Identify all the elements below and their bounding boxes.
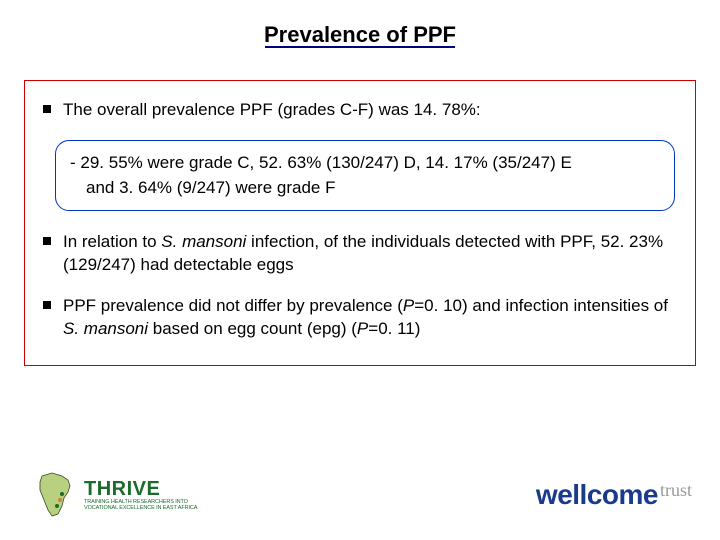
b2-it1: S. mansoni bbox=[161, 232, 246, 251]
b2-pre: In relation to bbox=[63, 232, 161, 251]
b3-mid1: =0. 10) and infection intensities of bbox=[414, 296, 668, 315]
bullet-3: PPF prevalence did not differ by prevale… bbox=[37, 295, 683, 341]
title-underline bbox=[265, 46, 455, 48]
bullet-square-icon bbox=[43, 237, 51, 245]
b3-it1: P bbox=[403, 296, 414, 315]
content-box: The overall prevalence PPF (grades C-F) … bbox=[24, 80, 696, 366]
thrive-text: THRIVE TRAINING HEALTH RESEARCHERS INTO … bbox=[84, 479, 197, 512]
logo-row: THRIVE TRAINING HEALTH RESEARCHERS INTO … bbox=[0, 462, 720, 528]
callout-line-1: - 29. 55% were grade C, 52. 63% (130/247… bbox=[70, 151, 660, 176]
bullet-2: In relation to S. mansoni infection, of … bbox=[37, 231, 683, 277]
b3-it3: P bbox=[357, 319, 368, 338]
thrive-word: THRIVE bbox=[84, 479, 197, 499]
bullet-1-text: The overall prevalence PPF (grades C-F) … bbox=[63, 99, 481, 122]
callout-line-2: and 3. 64% (9/247) were grade F bbox=[70, 176, 660, 201]
africa-icon bbox=[34, 470, 78, 520]
slide-title: Prevalence of PPF bbox=[0, 0, 720, 52]
bullet-2-text: In relation to S. mansoni infection, of … bbox=[63, 231, 683, 277]
thrive-logo: THRIVE TRAINING HEALTH RESEARCHERS INTO … bbox=[34, 470, 197, 520]
bullet-3-text: PPF prevalence did not differ by prevale… bbox=[63, 295, 683, 341]
bullet-1: The overall prevalence PPF (grades C-F) … bbox=[37, 99, 683, 122]
b3-end: =0. 11) bbox=[368, 319, 420, 338]
b3-mid2: based on egg count (epg) ( bbox=[153, 319, 357, 338]
bullet-square-icon bbox=[43, 301, 51, 309]
b3-pre: PPF prevalence did not differ by prevale… bbox=[63, 296, 403, 315]
wellcome-trust-logo: wellcometrust bbox=[536, 479, 692, 511]
thrive-sub2: VOCATIONAL EXCELLENCE IN EAST AFRICA bbox=[84, 506, 197, 512]
wellcome-word: wellcome bbox=[536, 479, 658, 511]
bullet-square-icon bbox=[43, 105, 51, 113]
b3-it2: S. mansoni bbox=[63, 319, 153, 338]
trust-word: trust bbox=[660, 480, 692, 501]
grade-callout: - 29. 55% were grade C, 52. 63% (130/247… bbox=[55, 140, 675, 211]
